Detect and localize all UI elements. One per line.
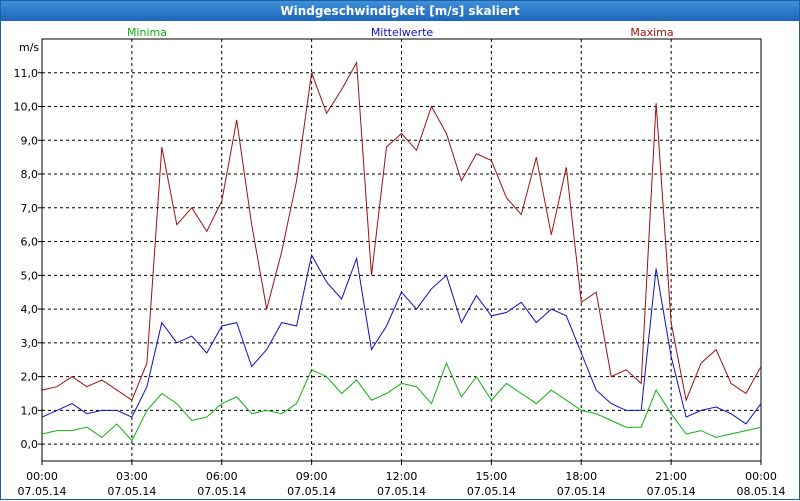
y-tick-label: 8,0 bbox=[21, 168, 39, 181]
y-tick-label: 0,0 bbox=[21, 438, 39, 451]
y-tick-label: 4,0 bbox=[21, 303, 39, 316]
y-tick-label: 6,0 bbox=[21, 236, 39, 249]
plot-area bbox=[41, 38, 762, 462]
y-tick-label: 3,0 bbox=[21, 337, 39, 350]
x-tick-date: 07.05.14 bbox=[287, 485, 336, 498]
series-line-minima bbox=[41, 361, 762, 442]
x-tick-time: 09:00 bbox=[296, 470, 328, 483]
x-axis-ticks: 00:00 07.05.14 03:00 07.05.14 06:00 07.05.14 0… bbox=[18, 461, 786, 498]
series-line-maxima bbox=[41, 60, 762, 402]
y-tick-label: 7,0 bbox=[21, 202, 39, 215]
x-tick-date: 08.05.14 bbox=[737, 485, 786, 498]
grid bbox=[42, 39, 761, 461]
y-axis-label: m/s bbox=[19, 41, 39, 54]
y-tick-label: 10,0 bbox=[14, 101, 39, 114]
x-tick-time: 15:00 bbox=[476, 470, 508, 483]
y-tick-label: 2,0 bbox=[21, 371, 39, 384]
series-line-mittelwerte bbox=[41, 253, 762, 425]
legend-entry-minima: Minima bbox=[127, 26, 167, 39]
x-tick-date: 07.05.14 bbox=[647, 485, 696, 498]
x-tick-time: 00:00 bbox=[745, 470, 777, 483]
x-tick-date: 07.05.14 bbox=[377, 485, 426, 498]
legend-entry-maxima: Maxima bbox=[630, 26, 673, 39]
x-tick-date: 07.05.14 bbox=[557, 485, 606, 498]
y-tick-label: 1,0 bbox=[21, 404, 39, 417]
x-tick-time: 12:00 bbox=[386, 470, 418, 483]
x-tick-date: 07.05.14 bbox=[467, 485, 516, 498]
y-tick-label: 5,0 bbox=[21, 269, 39, 282]
window-title: Windgeschwindigkeit [m/s] skaliert bbox=[1, 1, 799, 21]
legend: Minima Mittelwerte Maxima bbox=[127, 26, 674, 39]
y-tick-label: 9,0 bbox=[21, 134, 39, 147]
series-lines bbox=[41, 60, 762, 442]
x-tick-date: 07.05.14 bbox=[18, 485, 67, 498]
x-tick-date: 07.05.14 bbox=[107, 485, 156, 498]
x-tick-time: 21:00 bbox=[655, 470, 687, 483]
x-tick-time: 00:00 bbox=[26, 470, 58, 483]
x-tick-date: 07.05.14 bbox=[197, 485, 246, 498]
x-tick-time: 03:00 bbox=[116, 470, 148, 483]
y-tick-label: 11,0 bbox=[14, 67, 39, 80]
x-tick-time: 06:00 bbox=[206, 470, 238, 483]
y-axis-ticks: 0,0 1,0 2,0 3,0 4,0 5,0 6,0 7,0 8,0 9,0 10,0 11,0 bbox=[14, 67, 42, 451]
x-tick-time: 18:00 bbox=[565, 470, 597, 483]
legend-entry-mittelwerte: Mittelwerte bbox=[371, 26, 434, 39]
